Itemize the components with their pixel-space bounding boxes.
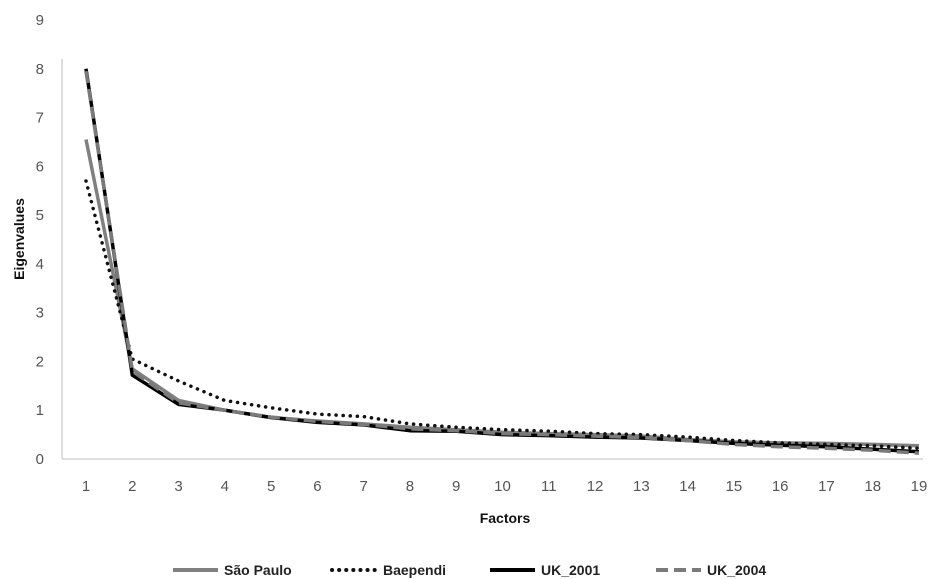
x-tick-label: 6 [313,478,321,495]
series-lines [84,68,921,455]
x-tick-labels: 1 2 3 4 5 6 7 8 9 10 11 12 13 14 15 16 17 18 19 [82,478,928,495]
y-tick-label: 8 [36,61,44,78]
series-line-s-o-paulo [84,139,920,448]
y-tick-label: 4 [36,256,44,273]
x-tick-label: 13 [633,478,650,495]
y-tick-labels: 0 1 2 3 4 5 6 7 8 9 [36,12,44,468]
legend: São Paulo Baependi UK_2001 UK_2004 [173,562,766,578]
x-tick-label: 10 [494,478,511,495]
x-tick-label: 11 [541,478,557,495]
x-tick-label: 7 [359,478,367,495]
x-tick-label: 16 [772,478,789,495]
y-tick-label: 7 [36,110,44,127]
x-tick-label: 4 [221,478,229,495]
x-tick-label: 14 [679,478,696,495]
legend-label-baependi: Baependi [383,562,446,578]
x-tick-label: 1 [82,478,90,495]
y-tick-label: 6 [36,158,44,175]
x-tick-label: 19 [911,478,928,495]
x-tick-label: 8 [406,478,414,495]
legend-label-uk-2001: UK_2001 [541,562,600,578]
y-tick-label: 3 [36,305,44,322]
x-axis-title: Factors [480,510,531,526]
y-tick-label: 2 [36,353,44,370]
y-axis-title: Eigenvalues [11,198,27,280]
x-tick-label: 2 [128,478,136,495]
x-tick-label: 9 [452,478,460,495]
series-line-uk-2004 [84,70,920,455]
x-tick-label: 18 [864,478,881,495]
y-tick-label: 9 [36,12,44,29]
y-tick-label: 1 [36,402,44,419]
x-tick-label: 3 [174,478,182,495]
legend-label-uk-2004: UK_2004 [707,562,766,578]
legend-label-s-o-paulo: São Paulo [224,562,292,578]
series-line-baependi [84,179,921,451]
x-tick-label: 17 [818,478,835,495]
x-tick-label: 5 [267,478,275,495]
y-tick-label: 0 [36,451,44,468]
x-tick-label: 12 [587,478,604,495]
y-tick-label: 5 [36,207,44,224]
x-tick-label: 15 [726,478,743,495]
